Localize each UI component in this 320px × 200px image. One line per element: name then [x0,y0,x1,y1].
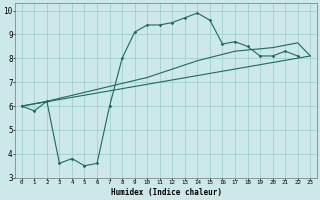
X-axis label: Humidex (Indice chaleur): Humidex (Indice chaleur) [110,188,221,197]
